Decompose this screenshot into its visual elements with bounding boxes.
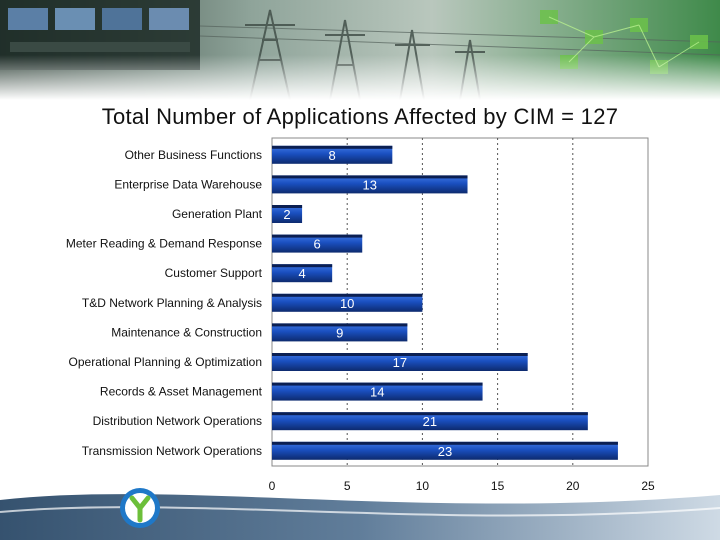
bar-value-label: 13 xyxy=(363,177,377,192)
bar-top-edge xyxy=(272,382,483,386)
x-tick-label: 5 xyxy=(344,479,351,493)
bar-value-label: 10 xyxy=(340,296,354,311)
bar-value-label: 21 xyxy=(423,414,437,429)
bar-value-label: 6 xyxy=(314,237,321,252)
bar-top-edge xyxy=(272,412,588,416)
bar xyxy=(272,205,303,223)
x-tick-label: 25 xyxy=(641,479,655,493)
bar xyxy=(272,145,393,164)
bar-value-label: 4 xyxy=(298,266,305,281)
bar-value-label: 8 xyxy=(329,148,336,163)
bar xyxy=(272,264,333,283)
bar xyxy=(272,323,408,342)
footer-wave-decoration xyxy=(0,494,720,540)
category-label: Enterprise Data Warehouse xyxy=(114,177,262,191)
bar xyxy=(272,441,618,460)
category-label: Meter Reading & Demand Response xyxy=(66,237,262,251)
bar xyxy=(272,353,528,371)
company-logo xyxy=(120,488,160,528)
slide-title: Total Number of Applications Affected by… xyxy=(101,104,619,129)
bar-top-edge xyxy=(272,323,408,327)
category-label: Distribution Network Operations xyxy=(93,414,262,428)
bar-top-edge xyxy=(272,175,468,179)
category-label: Records & Asset Management xyxy=(100,385,263,399)
bar-top-edge xyxy=(272,145,393,149)
x-tick-label: 10 xyxy=(416,479,430,493)
bar xyxy=(272,412,588,431)
x-tick-label: 15 xyxy=(491,479,505,493)
bar-value-label: 2 xyxy=(283,207,290,222)
bar xyxy=(272,234,363,253)
bar-value-label: 9 xyxy=(336,325,343,340)
bar-top-edge xyxy=(272,353,528,356)
category-label: T&D Network Planning & Analysis xyxy=(82,296,262,310)
category-label: Maintenance & Construction xyxy=(111,325,262,339)
bar-value-label: 14 xyxy=(370,385,384,400)
bar xyxy=(272,293,423,312)
bar-top-edge xyxy=(272,205,303,208)
x-tick-label: 0 xyxy=(269,479,276,493)
bar xyxy=(272,382,483,401)
header-banner-image xyxy=(0,0,720,100)
category-label: Other Business Functions xyxy=(125,148,262,162)
bar-value-label: 23 xyxy=(438,444,452,459)
x-tick-label: 20 xyxy=(566,479,580,493)
category-label: Transmission Network Operations xyxy=(82,444,262,458)
bar-top-edge xyxy=(272,441,618,445)
bar xyxy=(272,175,468,194)
bar-value-label: 17 xyxy=(393,355,407,370)
category-label: Generation Plant xyxy=(172,207,263,221)
bar-top-edge xyxy=(272,264,333,268)
bar-top-edge xyxy=(272,234,363,238)
bar-top-edge xyxy=(272,293,423,297)
category-label: Operational Planning & Optimization xyxy=(69,355,262,369)
category-label: Customer Support xyxy=(165,266,263,280)
